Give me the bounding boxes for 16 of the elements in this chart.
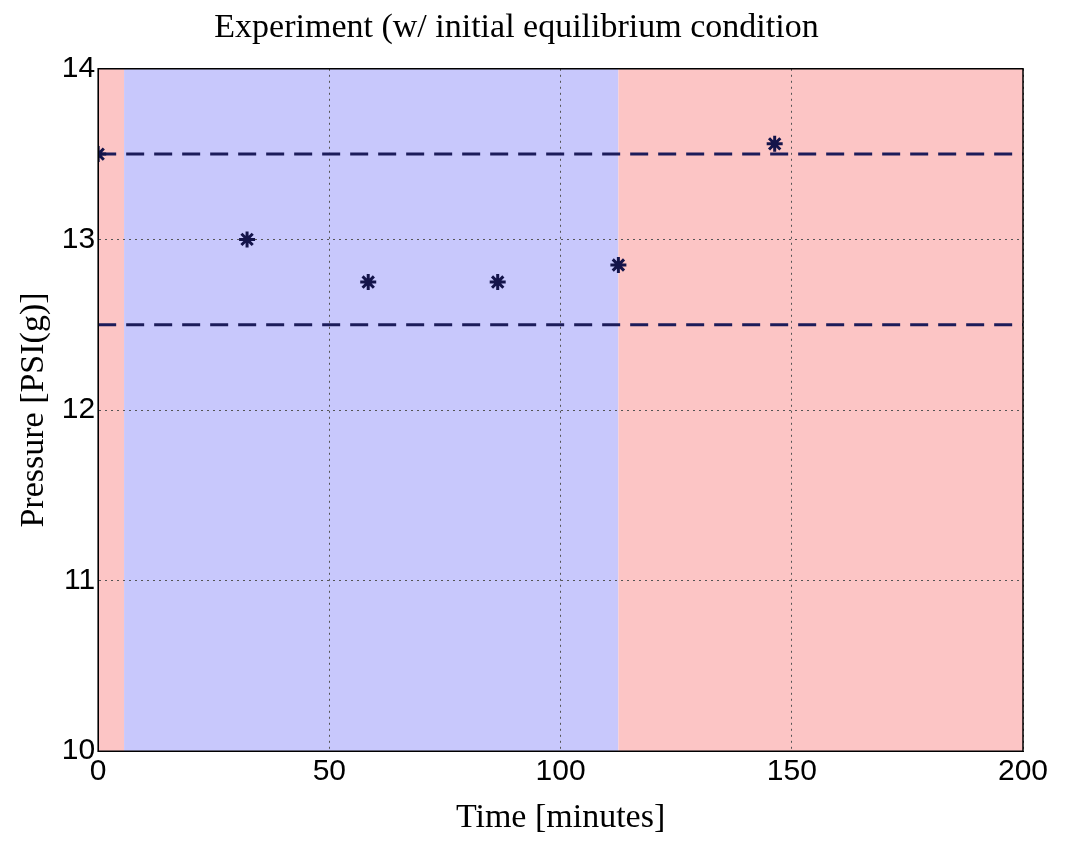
point: [765, 134, 785, 154]
x-tick-label: 100: [535, 753, 586, 787]
y-axis-title: Pressure [PSI(g)]: [13, 292, 52, 528]
y-tick-label: 12: [61, 391, 96, 425]
x-axis-title: Time [minutes]: [455, 796, 666, 834]
x-tick-label: 50: [312, 753, 347, 787]
x-tick-label: 200: [997, 753, 1049, 787]
chart-title: Experiment (w/ initial equilibrium condition: [214, 7, 819, 46]
point: [488, 272, 508, 292]
y-tick-label: 14: [61, 50, 96, 84]
y-tick-label: 13: [61, 220, 96, 254]
x-tick-label: 150: [766, 753, 817, 787]
y-tick-label: 11: [64, 561, 96, 595]
point: [608, 255, 628, 275]
point: [358, 272, 378, 292]
point: [237, 229, 257, 249]
